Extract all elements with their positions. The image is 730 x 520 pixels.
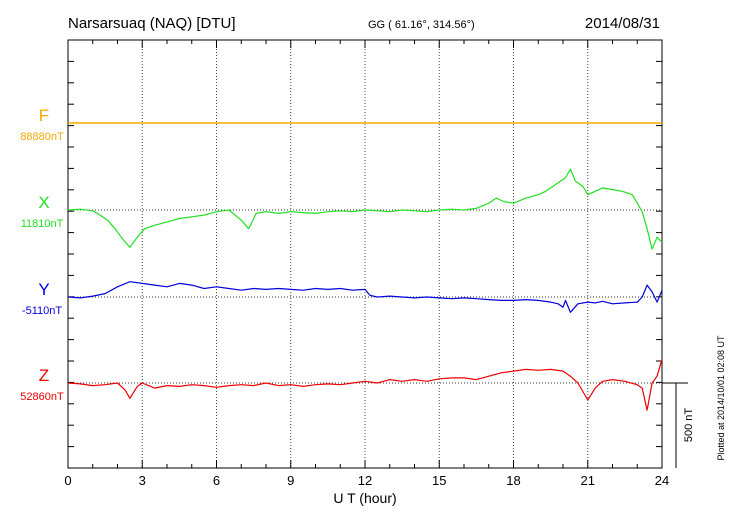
scale-bar-label: 500 nT: [683, 408, 695, 443]
x-tick-label: 12: [358, 473, 372, 488]
component-label-y: Y: [38, 280, 49, 299]
plotted-at-note: Plotted at 2014/10/01 02:08 UT: [716, 335, 726, 461]
series-line-z: [67, 359, 663, 411]
tick-marks: [67, 40, 663, 468]
x-tick-labels: 0 3 6 9 12 15 18 21 24: [64, 473, 669, 488]
x-tick-label: 9: [287, 473, 294, 488]
x-tick-label: 18: [506, 473, 520, 488]
series-line-y: [67, 281, 663, 313]
series-labels: F 88880nT X 11810nT Y -5110nT Z 52860nT: [20, 106, 64, 403]
baseline-value-z: 52860nT: [20, 391, 64, 403]
station-title: Narsarsuaq (NAQ) [DTU]: [68, 15, 236, 32]
x-tick-label: 6: [213, 473, 220, 488]
baseline-value-y: -5110nT: [22, 305, 62, 317]
x-tick-label: 0: [64, 473, 71, 488]
x-tick-label: 15: [432, 473, 446, 488]
component-label-x: X: [38, 193, 49, 212]
series-lines: [67, 122, 663, 411]
component-label-f: F: [39, 106, 49, 125]
x-axis-label: U T (hour): [333, 490, 396, 506]
baseline-value-x: 11810nT: [21, 218, 64, 230]
x-tick-label: 24: [655, 473, 669, 488]
scale-bar: 500 nT: [662, 382, 695, 468]
x-tick-label: 3: [139, 473, 146, 488]
component-label-z: Z: [39, 366, 49, 385]
coordinates-label: GG ( 61.16°, 314.56°): [368, 19, 475, 31]
x-tick-label: 21: [581, 473, 595, 488]
date-label: 2014/08/31: [585, 15, 660, 32]
series-line-x: [67, 168, 663, 250]
grid-lines: [141, 40, 589, 468]
baseline-value-f: 88880nT: [20, 131, 64, 143]
